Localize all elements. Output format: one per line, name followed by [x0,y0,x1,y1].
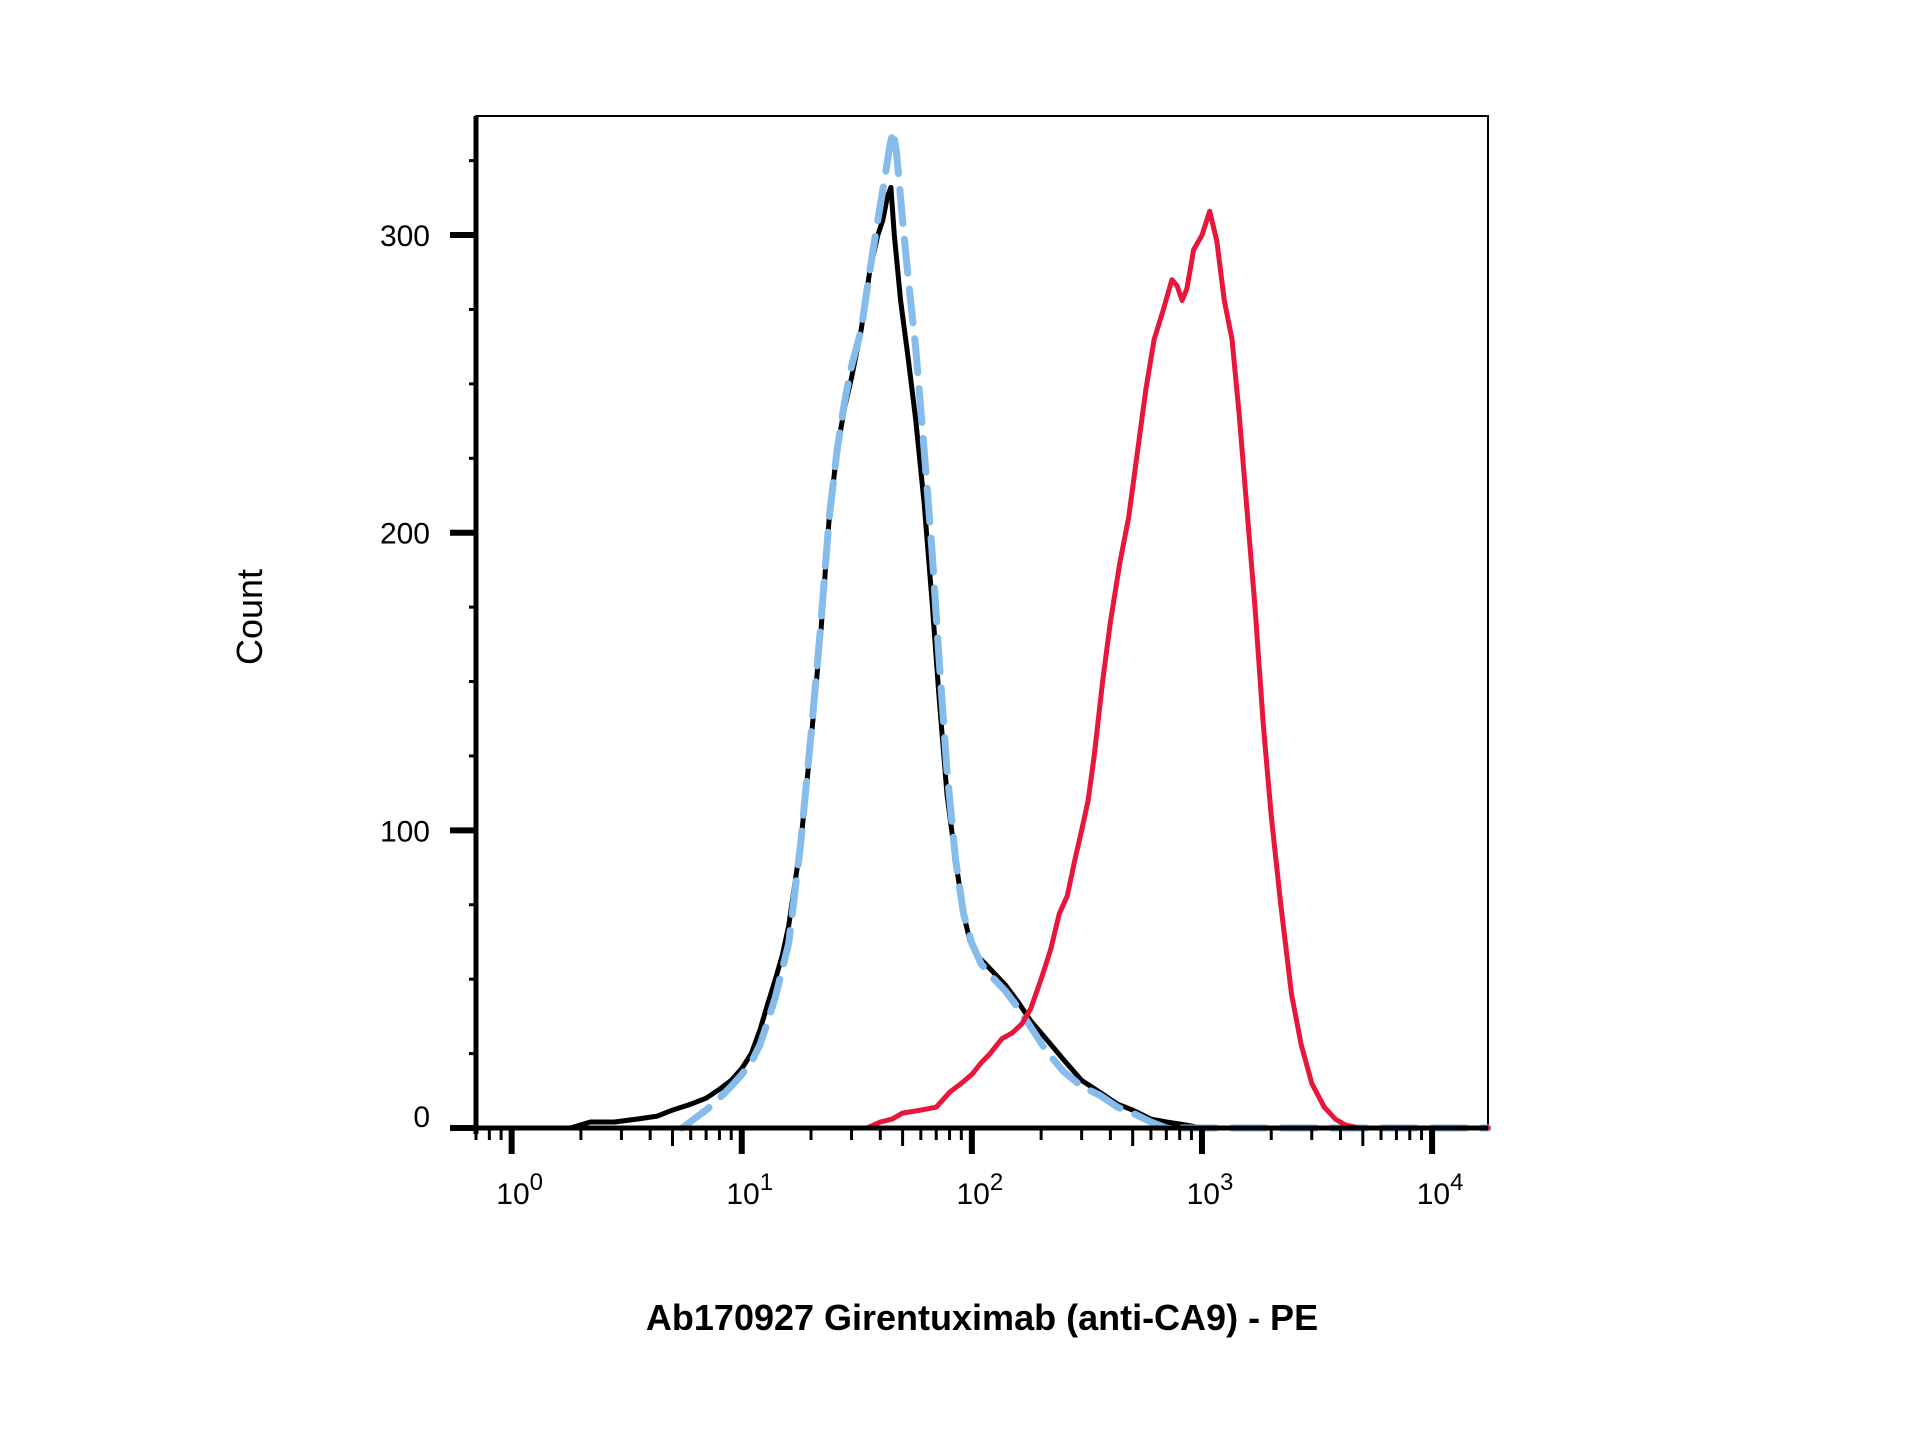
series-line-2 [678,127,1492,1132]
x-axis-title: Ab170927 Girentuximab (anti-CA9) - PE [646,1297,1318,1338]
y-axis-title: Count [229,569,270,665]
series-line-1 [473,184,1491,1131]
plot-frame [475,115,1489,1129]
x-tick-label: 102 [956,1169,1003,1211]
y-tick-label: 100 [380,815,430,848]
x-tick-label: 104 [1417,1169,1464,1211]
y-tick-label: 200 [380,518,430,551]
y-tick-label: 300 [380,220,430,253]
histogram-curves [473,127,1492,1132]
x-tick-label: 101 [726,1169,773,1211]
x-tick-label: 103 [1187,1169,1234,1211]
x-tick-label: 100 [496,1169,543,1211]
y-tick-label: 0 [413,1101,430,1134]
x-axis: 100 101 102 103 104 [474,1125,1488,1211]
series-line-3 [473,208,1491,1131]
y-axis: 0 100 200 300 [380,116,479,1134]
